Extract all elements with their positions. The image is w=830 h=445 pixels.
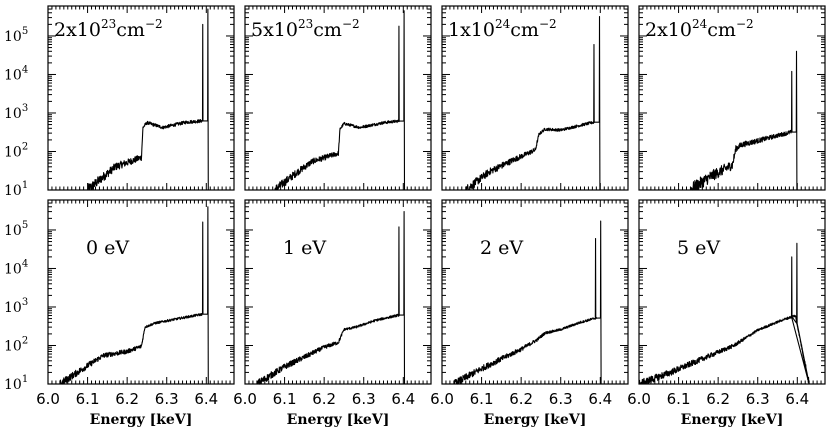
x-tick-label: 6.2	[115, 390, 139, 408]
y-tick-label: 104	[4, 64, 28, 83]
x-tick-label: 6.1	[667, 390, 691, 408]
x-axis-label: Energy [keV]	[90, 412, 193, 428]
panel-frame	[638, 199, 826, 385]
y-tick-label: 105	[4, 26, 28, 45]
panel-7: 2 eV	[441, 199, 629, 385]
y-tick-label: 102	[4, 335, 28, 354]
panel-label: 0 eV	[86, 237, 129, 259]
x-tick-label: 6.0	[36, 390, 60, 408]
x-tick-label: 6.0	[627, 390, 651, 408]
x-tick-labels: 6.0 6.1 6.2 6.3 6.4 6.0 6.1 6.2 6.3 6.4 6.0 6.1 6.2 6…	[36, 390, 809, 408]
spectrum-line	[638, 242, 810, 385]
panel-5: 0 eV	[47, 199, 235, 385]
x-tick-label: 6.3	[746, 390, 770, 408]
x-axis-labels: Energy [keV] Energy [keV] Energy [keV] Ener…	[90, 412, 784, 428]
panel-3: 1x1024cm−2	[441, 5, 629, 191]
y-tick-label: 103	[4, 103, 28, 122]
x-tick-label: 6.2	[509, 390, 533, 408]
panel-1: 2x1023cm−2	[47, 5, 235, 191]
spectrum-line	[87, 8, 209, 191]
panel-frame	[244, 5, 432, 191]
x-tick-label: 6.4	[391, 390, 415, 408]
x-tick-label: 6.0	[233, 390, 257, 408]
panel-4: 2x1024cm−2	[638, 5, 826, 191]
x-tick-label: 6.3	[549, 390, 573, 408]
y-tick-label: 101	[4, 374, 28, 393]
y-tick-label: 104	[4, 258, 28, 277]
y-tick-label: 101	[4, 180, 28, 199]
x-tick-label: 6.4	[194, 390, 218, 408]
spectrum-line	[256, 211, 406, 385]
spectrum-line	[690, 50, 798, 191]
y-tick-labels: 101 102 103 104 105 101 102 103 104 105	[4, 26, 28, 393]
panel-6: 1 eV	[244, 199, 432, 385]
x-tick-label: 6.3	[352, 390, 376, 408]
panel-frame	[441, 5, 629, 191]
panel-frame	[47, 5, 235, 191]
panel-label: 1x1024cm−2	[448, 17, 557, 41]
x-axis-label: Energy [keV]	[681, 412, 784, 428]
x-tick-label: 6.0	[430, 390, 454, 408]
x-tick-label: 6.3	[155, 390, 179, 408]
panel-frame	[638, 5, 826, 191]
x-tick-label: 6.4	[588, 390, 612, 408]
x-axis-label: Energy [keV]	[287, 412, 390, 428]
panel-label: 5 eV	[677, 237, 720, 259]
panel-label: 2x1024cm−2	[645, 17, 754, 41]
x-tick-label: 6.1	[470, 390, 494, 408]
panel-frame	[244, 199, 432, 385]
spectrum-line	[59, 206, 209, 385]
x-tick-label: 6.2	[312, 390, 336, 408]
panel-frame	[47, 199, 235, 385]
y-tick-label: 105	[4, 220, 28, 239]
panel-2: 5x1023cm−2	[244, 5, 432, 191]
panel-grid: 2x1023cm−2 5x1023cm−2 1x1024cm−2 2x1024cm−2…	[47, 5, 826, 385]
x-tick-label: 6.4	[785, 390, 809, 408]
x-tick-label: 6.1	[76, 390, 100, 408]
x-axis-label: Energy [keV]	[484, 412, 587, 428]
x-tick-label: 6.1	[273, 390, 297, 408]
panel-label: 5x1023cm−2	[251, 17, 360, 41]
x-tick-label: 6.2	[706, 390, 730, 408]
panel-label: 2x1023cm−2	[54, 17, 163, 41]
panel-frame	[441, 199, 629, 385]
panel-label: 2 eV	[480, 237, 523, 259]
y-tick-label: 102	[4, 141, 28, 160]
y-tick-label: 103	[4, 297, 28, 316]
spectrum-line	[274, 10, 406, 191]
panel-8: 5 eV	[638, 199, 826, 385]
spectrum-line	[453, 220, 602, 385]
panel-label: 1 eV	[283, 237, 326, 259]
spectrum-line	[465, 15, 601, 191]
